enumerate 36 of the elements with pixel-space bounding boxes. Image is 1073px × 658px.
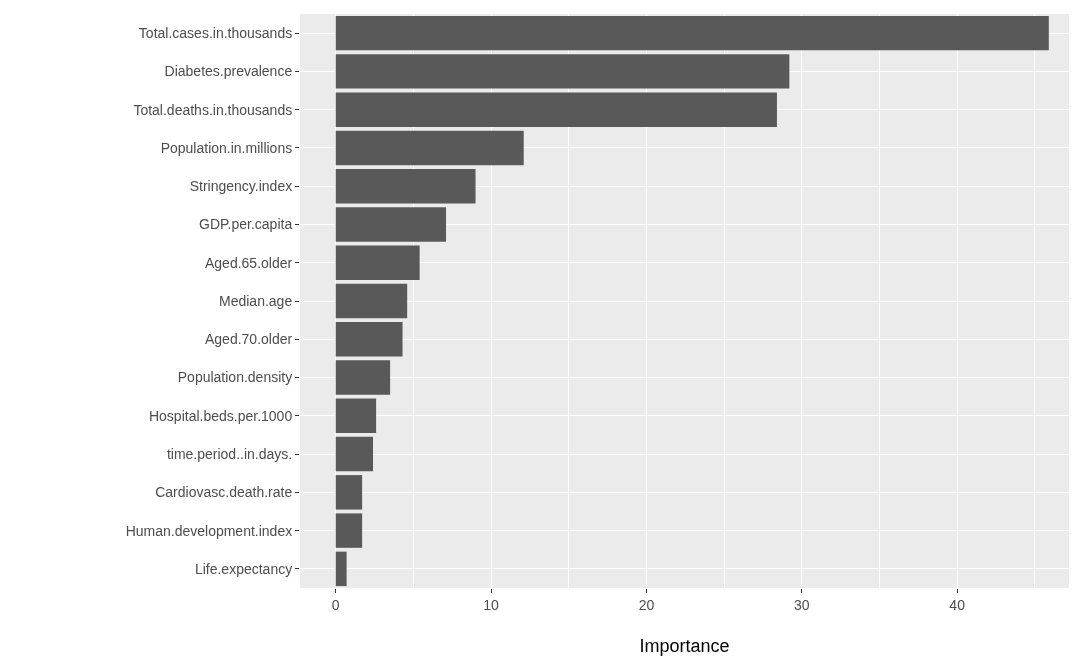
y-tick-label: Aged.70.older	[205, 331, 293, 348]
y-tick-label: Aged.65.older	[205, 254, 293, 271]
bar	[335, 130, 524, 166]
y-tick-label: Life.expectancy	[194, 560, 293, 577]
y-tick-label: Total.cases.in.thousands	[138, 25, 293, 42]
bar	[335, 283, 408, 319]
bar	[335, 436, 374, 472]
y-tick-label: time.period..in.days.	[166, 445, 293, 462]
x-tick-label: 40	[949, 596, 966, 613]
y-tick-label: GDP.per.capita	[199, 216, 293, 233]
bar	[335, 475, 363, 510]
bar	[335, 513, 363, 548]
x-tick-label: 30	[794, 596, 810, 613]
y-tick-label: Hospital.beds.per.1000	[148, 407, 293, 424]
bar	[335, 360, 391, 395]
x-tick-label: 10	[483, 596, 500, 613]
bar	[335, 551, 347, 587]
y-tick-label: Human.development.index	[125, 522, 293, 539]
y-tick-label: Total.deaths.in.thousands	[133, 101, 293, 118]
y-tick-label: Population.in.millions	[160, 139, 293, 156]
bar	[335, 92, 777, 127]
bar	[335, 398, 377, 434]
bar	[335, 168, 476, 204]
y-tick-label: Population.density	[177, 369, 293, 386]
y-tick-label: Diabetes.prevalence	[164, 63, 293, 80]
bar	[335, 322, 403, 357]
x-tick-label: 20	[638, 596, 655, 613]
y-tick-label: Stringency.index	[189, 178, 293, 195]
x-axis-title: Importance	[639, 636, 730, 656]
bar	[335, 15, 1049, 51]
x-tick-label: 0	[331, 596, 340, 613]
y-tick-label: Median.age	[219, 292, 293, 309]
y-tick-label: Cardiovasc.death.rate	[155, 484, 293, 501]
bar	[335, 207, 447, 242]
bar	[335, 54, 790, 89]
bar	[335, 245, 420, 280]
